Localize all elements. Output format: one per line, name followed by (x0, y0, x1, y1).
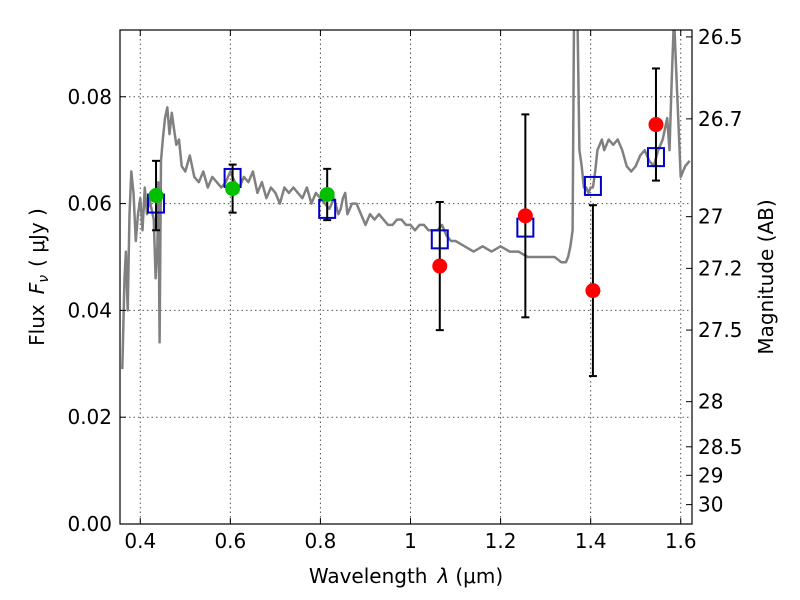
mag-tick-label: 26.5 (698, 25, 743, 49)
mag-tick-label: 28 (698, 390, 723, 414)
x-tick-label: 1.2 (485, 529, 517, 553)
y-tick-label: 0.02 (67, 405, 112, 429)
mag-tick-label: 27.5 (698, 318, 743, 342)
plot-frame (119, 29, 693, 525)
sed-model-line (121, 30, 691, 370)
mag-tick-label: 30 (698, 493, 723, 517)
mag-tick-label: 29 (698, 463, 723, 487)
y-tick-label: 0.06 (67, 192, 112, 216)
photometry-point (517, 208, 533, 224)
x-tick-label: 1.6 (665, 529, 697, 553)
axis-ticks: 0.4 0.6 0.8 1 1.2 1.4 1.6 0.00 0.02 0.04 0.06 0.08 2… (67, 25, 742, 553)
y-tick-label: 0.00 (67, 512, 112, 536)
x-axis-label: Wavelength λ (μm) (309, 564, 503, 588)
model-flux-square (583, 175, 602, 196)
x-tick-label: 1.4 (575, 529, 607, 553)
mag-tick-label: 27.2 (698, 256, 743, 280)
photometry-point (648, 117, 664, 133)
photometry-point (432, 258, 448, 274)
y-tick-label: 0.04 (67, 298, 112, 322)
mag-tick-label: 26.7 (698, 107, 743, 131)
x-tick-label: 1 (404, 529, 417, 553)
plot-area (121, 30, 691, 378)
x-tick-label: 0.4 (124, 529, 156, 553)
y-tick-label: 0.08 (67, 85, 112, 109)
mag-tick-label: 28.5 (698, 435, 743, 459)
photometry-point (148, 188, 164, 204)
photometry-point (319, 186, 335, 202)
grid-lines (120, 30, 692, 525)
y2-axis-label: Magnitude (AB) (754, 199, 778, 354)
x-tick-label: 0.8 (305, 529, 337, 553)
photometry-point (585, 283, 601, 299)
mag-tick-label: 27 (698, 205, 723, 229)
y-axis-label: FluxFν( μJy ) (25, 208, 52, 346)
photometry-point (225, 181, 241, 197)
x-tick-label: 0.6 (214, 529, 246, 553)
